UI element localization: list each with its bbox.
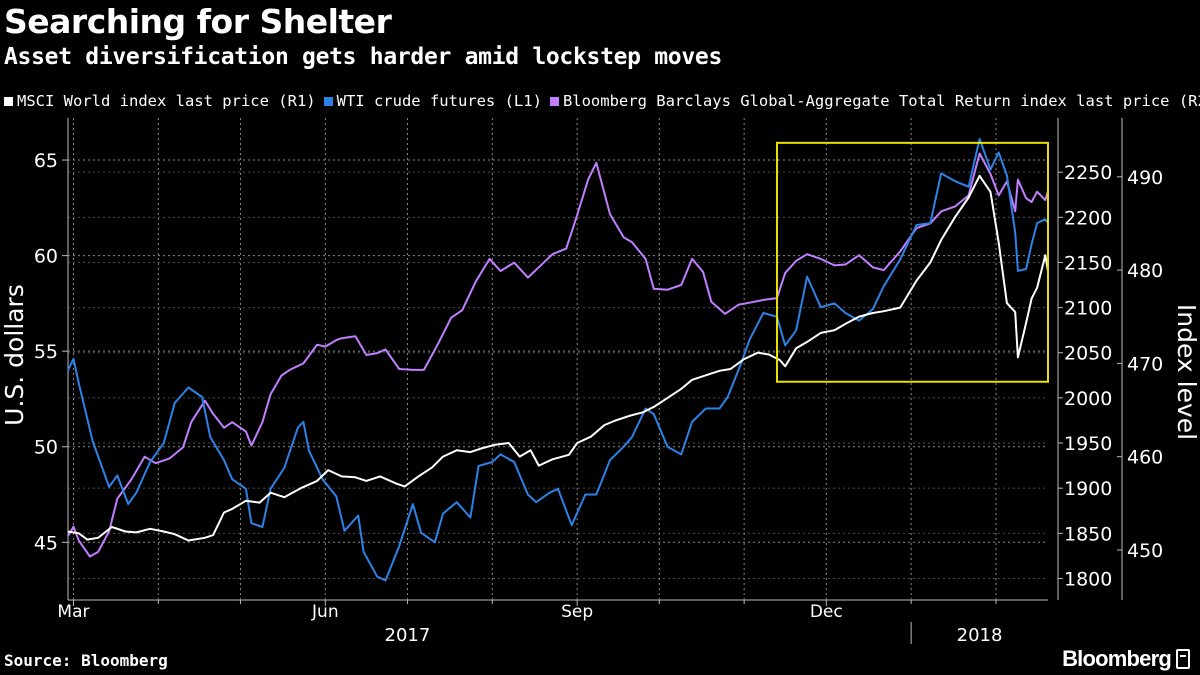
- left-tick-label: 45: [34, 532, 58, 554]
- right2-tick-label: 450: [1127, 540, 1163, 562]
- source-note: Source: Bloomberg: [4, 651, 168, 670]
- terminal-icon: [1176, 649, 1190, 669]
- right1-tick-label: 2100: [1064, 298, 1112, 320]
- series-line-msci: [67, 174, 1049, 542]
- right-axis-title: Index level: [1172, 304, 1200, 440]
- legend: MSCI World index last price (R1) WTI cru…: [4, 89, 1200, 113]
- right1-tick-label: 2050: [1064, 343, 1112, 365]
- legend-item-wti: WTI crude futures (L1): [323, 92, 542, 110]
- legend-swatch-wti: [323, 96, 333, 106]
- x-tick-label: Dec: [810, 602, 843, 622]
- right2-tick-label: 480: [1127, 260, 1163, 282]
- year-label: 2018: [957, 625, 1003, 646]
- highlight-box: [775, 141, 1049, 383]
- year-label: 2017: [385, 625, 431, 646]
- series-line-agg: [67, 152, 1049, 558]
- right1-tick-label: 2000: [1064, 388, 1112, 410]
- legend-swatch-msci: [4, 96, 13, 106]
- chart-subtitle: Asset diversification gets harder amid l…: [4, 44, 723, 70]
- right1-tick-label: 1950: [1064, 433, 1112, 455]
- right2-tick-label: 460: [1127, 447, 1163, 469]
- left-axis-title: U.S. dollars: [0, 284, 29, 426]
- brand-name: Bloomberg: [1062, 646, 1172, 671]
- chart-title: Searching for Shelter: [4, 2, 392, 41]
- left-tick-label: 55: [34, 341, 58, 363]
- legend-item-agg: Bloomberg Barclays Global-Aggregate Tota…: [549, 92, 1200, 110]
- x-tick-label: Jun: [311, 602, 339, 622]
- x-tick-label: Sep: [561, 602, 593, 622]
- right1-tick-label: 2150: [1064, 252, 1112, 274]
- legend-item-msci: MSCI World index last price (R1): [4, 92, 316, 110]
- left-tick-label: 50: [34, 437, 58, 459]
- x-tick-label: Mar: [57, 602, 89, 622]
- left-tick-label: 65: [34, 150, 58, 172]
- legend-label-wti: WTI crude futures (L1): [336, 92, 542, 110]
- right1-tick-label: 1900: [1064, 478, 1112, 500]
- bloomberg-logo: Bloomberg: [1062, 646, 1190, 672]
- right1-tick-label: 1800: [1064, 568, 1112, 590]
- legend-swatch-agg: [549, 96, 559, 106]
- right1-tick-label: 1850: [1064, 523, 1112, 545]
- right1-tick-label: 2200: [1064, 207, 1112, 229]
- left-tick-label: 60: [34, 246, 58, 268]
- legend-label-agg: Bloomberg Barclays Global-Aggregate Tota…: [562, 92, 1200, 110]
- series-line-wti: [67, 138, 1049, 582]
- right1-tick-label: 2250: [1064, 162, 1112, 184]
- right2-tick-label: 490: [1127, 167, 1163, 189]
- right2-tick-label: 470: [1127, 353, 1163, 375]
- legend-label-msci: MSCI World index last price (R1): [17, 92, 316, 110]
